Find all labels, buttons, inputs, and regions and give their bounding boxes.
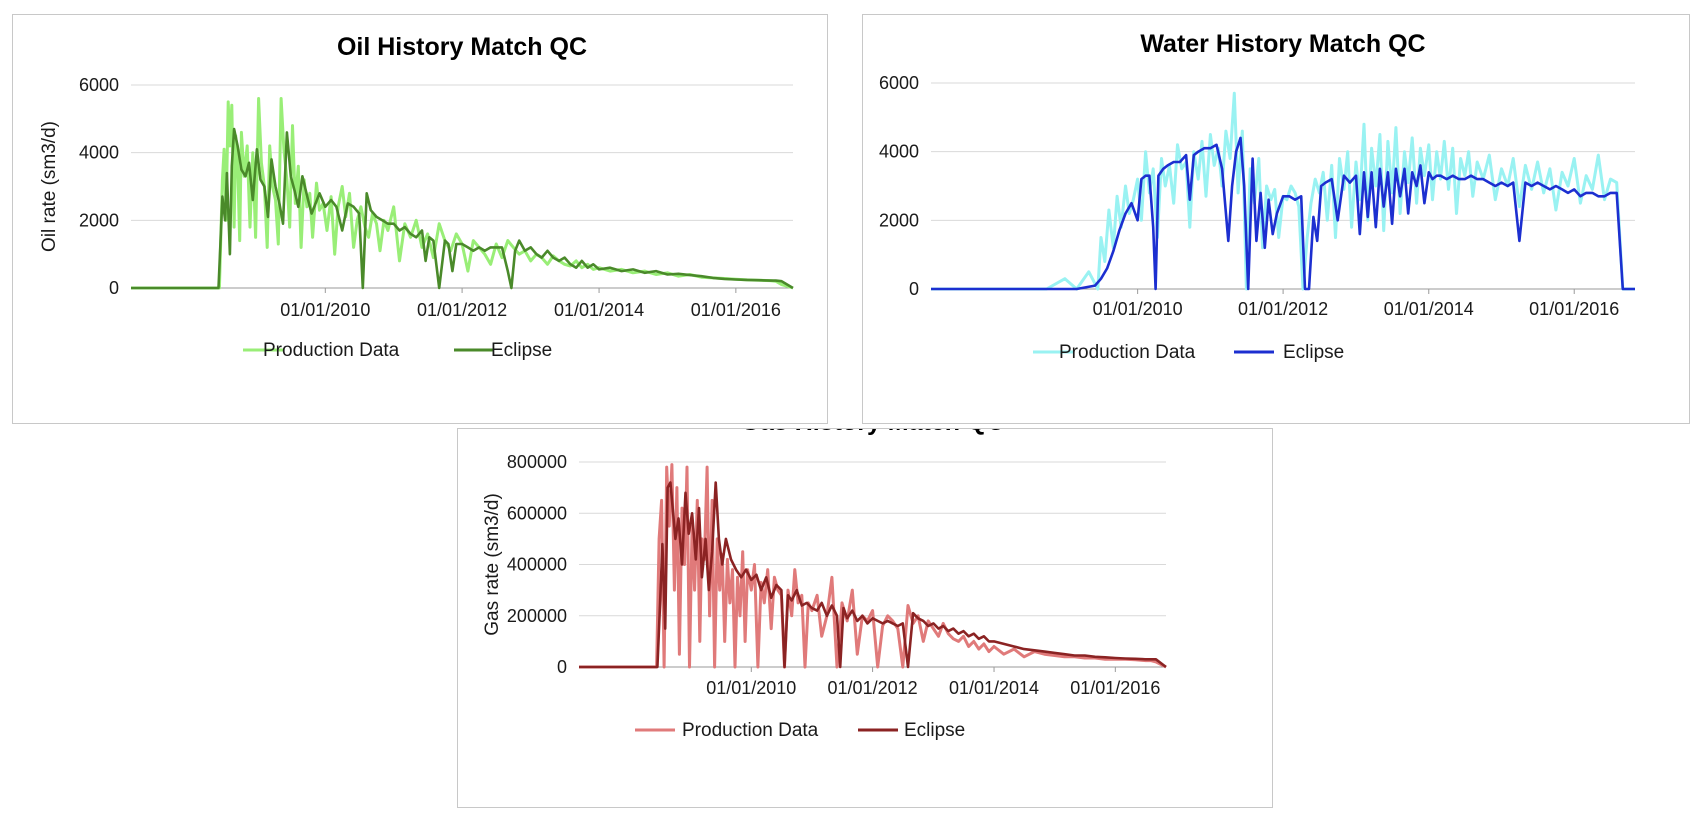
water-x-tick-label: 01/01/2010	[1093, 299, 1183, 319]
water-chart-svg: Water History Match QC 0 2000 4000 6000 01/01…	[879, 30, 1635, 363]
water-y-tick-label: 6000	[879, 73, 919, 93]
gas-y-tick-label: 200000	[507, 606, 567, 626]
oil-y-tick-label: 4000	[79, 143, 119, 163]
gas-chart-svg: Gas History Match QC 0 200000 400000 600000 8…	[482, 429, 1167, 741]
gas-x-tick-label: 01/01/2010	[706, 678, 796, 698]
water-y-tick-label: 0	[909, 279, 919, 299]
water-x-tick-label: 01/01/2012	[1238, 299, 1328, 319]
gas-y-axis-label: Gas rate (sm3/d)	[482, 493, 503, 636]
gas-series-eclipse-line	[579, 481, 1167, 669]
oil-x-tick-label: 01/01/2016	[691, 300, 781, 320]
oil-y-tick-label: 0	[109, 278, 119, 298]
water-series-eclipse-line	[931, 136, 1635, 291]
oil-y-tick-label: 6000	[79, 75, 119, 95]
gas-y-tick-label: 800000	[507, 452, 567, 472]
water-y-tick-label: 4000	[879, 142, 919, 162]
gas-chart-panel: Gas History Match QC 0 200000 400000 600000 8…	[457, 428, 1273, 808]
gas-x-tick-label: 01/01/2016	[1070, 678, 1160, 698]
oil-legend-label: Eclipse	[491, 340, 552, 361]
gas-legend-label: Eclipse	[904, 720, 965, 741]
oil-chart-panel: Oil History Match QC 0 2000 4000 6000 01/01/2…	[12, 14, 828, 424]
gas-y-tick-label: 400000	[507, 555, 567, 575]
oil-legend-label: Production Data	[263, 340, 400, 361]
water-y-tick-label: 2000	[879, 210, 919, 230]
gas-x-tick-label: 01/01/2012	[828, 678, 918, 698]
water-chart-title: Water History Match QC	[1140, 30, 1425, 58]
water-chart-panel: Water History Match QC 0 2000 4000 6000 01/01…	[862, 14, 1690, 424]
oil-chart-svg: Oil History Match QC 0 2000 4000 6000 01/01/2…	[39, 33, 794, 361]
water-x-tick-label: 01/01/2014	[1384, 299, 1474, 319]
gas-y-tick-label: 0	[557, 657, 567, 677]
gas-x-tick-label: 01/01/2014	[949, 678, 1039, 698]
oil-x-tick-label: 01/01/2014	[554, 300, 644, 320]
oil-series-eclipse-line	[131, 127, 794, 290]
oil-y-axis-label: Oil rate (sm3/d)	[39, 121, 60, 252]
oil-y-tick-label: 2000	[79, 210, 119, 230]
oil-x-tick-label: 01/01/2010	[280, 300, 370, 320]
water-series-production-data-line	[931, 91, 1635, 291]
gas-y-tick-label: 600000	[507, 503, 567, 523]
water-legend-label: Eclipse	[1283, 342, 1344, 363]
water-x-tick-label: 01/01/2016	[1529, 299, 1619, 319]
oil-chart-title: Oil History Match QC	[337, 33, 587, 61]
oil-x-tick-label: 01/01/2012	[417, 300, 507, 320]
water-legend-label: Production Data	[1059, 342, 1196, 363]
gas-chart-title: Gas History Match QC	[741, 429, 1005, 436]
gas-legend-label: Production Data	[682, 720, 819, 741]
